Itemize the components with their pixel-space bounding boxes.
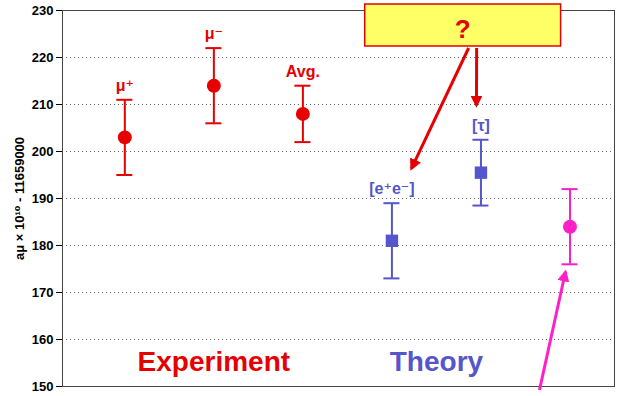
svg-text:μ⁻: μ⁻ [205,25,223,42]
svg-text:?: ? [455,14,471,44]
svg-text:150: 150 [32,379,54,394]
svg-text:180: 180 [32,238,54,253]
svg-text:[τ]: [τ] [472,117,490,134]
svg-text:Experiment: Experiment [138,346,291,377]
svg-text:200: 200 [32,144,54,159]
svg-text:aμ × 10¹⁰ - 11659000: aμ × 10¹⁰ - 11659000 [12,137,27,260]
svg-text:μ⁺: μ⁺ [116,77,134,94]
svg-text:210: 210 [32,97,54,112]
svg-text:170: 170 [32,285,54,300]
svg-text:230: 230 [32,3,54,18]
svg-text:220: 220 [32,50,54,65]
svg-text:190: 190 [32,191,54,206]
svg-text:160: 160 [32,332,54,347]
svg-text:Avg.: Avg. [286,63,320,80]
svg-text:[e⁺e⁻]: [e⁺e⁻] [369,180,414,197]
svg-text:Theory: Theory [390,346,484,377]
